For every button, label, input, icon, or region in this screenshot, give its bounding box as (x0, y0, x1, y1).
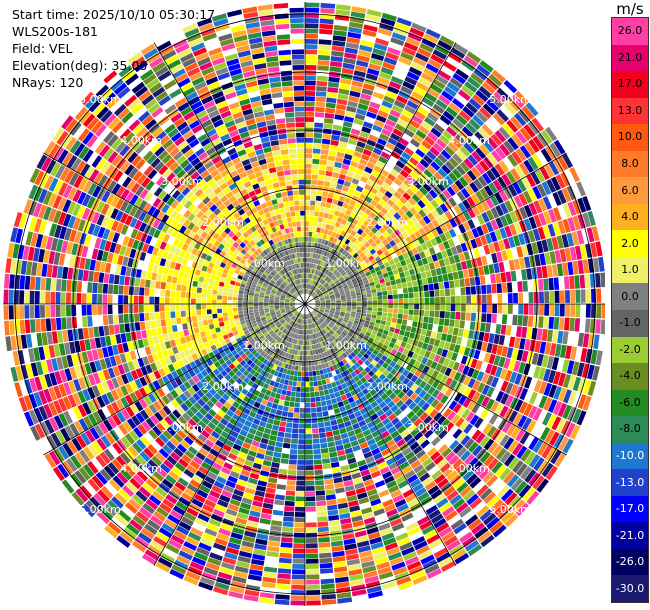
colorbar-segment (612, 575, 648, 603)
range-ring-label: 1.00km (325, 339, 367, 352)
colorbar-segment (612, 548, 648, 576)
colorbar-tick-label: 17.0 (617, 77, 643, 91)
range-ring-label: 1.00km (325, 257, 367, 270)
range-ring-label: 3.00km (161, 175, 203, 188)
nrays-label: NRays: 120 (12, 75, 84, 90)
azimuth-spoke (153, 42, 457, 566)
colorbar-tick-label: -10.0 (615, 449, 645, 462)
range-ring-labels: 1.00km 1.00km 1.00km 1.00km 2.00km 2.00km 2.00… (79, 93, 531, 516)
colorbar-segment (612, 442, 648, 470)
colorbar-segment (612, 203, 648, 231)
colorbar-tick-label: -6.0 (619, 395, 641, 409)
colorbar-segment (612, 310, 648, 338)
colorbar-segment (612, 336, 648, 364)
range-ring-label: 5.00km (489, 503, 531, 516)
colorbar-tick-label: -30.0 (615, 581, 645, 595)
elevation-label: Elevation(deg): 35.00 (12, 58, 148, 73)
field-label: Field: VEL (12, 41, 73, 56)
colorbar-tick-label: 26.0 (617, 24, 643, 38)
colorbar-tick-label: 2.0 (621, 236, 639, 250)
colorbar-segment (612, 124, 648, 152)
range-ring-label: 2.00km (202, 380, 244, 393)
start-time-label: Start time: 2025/10/10 05:30:17 (12, 7, 216, 22)
velocity-bin-group (10, 4, 580, 601)
range-ring-label: 2.00km (366, 380, 408, 393)
colorbar-tick-label: -2.0 (619, 342, 641, 356)
colorbar-segment (612, 150, 648, 178)
azimuth-spokes (3, 2, 605, 606)
range-ring-label: 5.00km (79, 93, 121, 106)
colorbar-tick-label: 10.0 (617, 130, 643, 144)
range-ring-label: 5.00km (79, 503, 121, 516)
range-ring-label: 4.00km (120, 462, 162, 475)
site-label: WLS200s-181 (12, 24, 98, 39)
colorbar-segment (612, 71, 648, 99)
colorbar-segment (612, 97, 648, 125)
range-ring-label: 5.00km (489, 93, 531, 106)
colorbar-tick-label: -1.0 (619, 316, 641, 330)
range-ring-label: 4.00km (448, 134, 490, 147)
range-ring-label: 3.00km (407, 421, 449, 434)
velocity-bin-group (25, 16, 602, 599)
velocity-bin-group (15, 7, 597, 599)
range-ring-label: 4.00km (120, 134, 162, 147)
colorbar-segment (612, 18, 648, 46)
colorbar-segment (612, 495, 648, 523)
colorbar-segment (612, 522, 648, 550)
colorbar-unit: m/s (616, 0, 644, 18)
colorbar-segment (612, 177, 648, 205)
colorbar-tick-label: 4.0 (621, 210, 639, 224)
colorbar-tick-label: -26.0 (615, 555, 645, 569)
velocity-field-wedges (3, 2, 605, 606)
range-ring-label: 3.00km (161, 421, 203, 434)
colorbar-segment (612, 416, 648, 444)
velocity-bin-group (28, 16, 605, 586)
velocity-bin-group (3, 8, 601, 602)
range-ring-label: 1.00km (243, 257, 285, 270)
ppi-radar-plot: 1.00km 1.00km 1.00km 1.00km 2.00km 2.00km 2.00… (3, 2, 605, 606)
colorbar: 26.0 21.0 17.0 13.0 10.0 8.0 6.0 4.0 2.0 1.0 0.0 -1… (611, 17, 649, 603)
colorbar-segment (612, 363, 648, 391)
colorbar-tick-label: 21.0 (617, 50, 643, 64)
colorbar-segment (612, 469, 648, 497)
colorbar-tick-label: 0.0 (621, 289, 639, 303)
colorbar-tick-label: -4.0 (619, 369, 641, 383)
colorbar-segment (612, 283, 648, 311)
colorbar-tick-label: -13.0 (615, 475, 645, 489)
colorbar-tick-label: -8.0 (619, 422, 641, 436)
colorbar-tick-label: -17.0 (615, 502, 645, 516)
range-ring-label: 4.00km (448, 462, 490, 475)
range-ring-label: 3.00km (407, 175, 449, 188)
range-ring-label: 2.00km (366, 216, 408, 229)
colorbar-tick-label: 1.0 (621, 263, 639, 277)
colorbar-tick-label: 8.0 (621, 157, 639, 170)
colorbar-tick-label: 6.0 (621, 183, 639, 197)
colorbar-tick-label: 13.0 (617, 103, 643, 117)
colorbar-tick-label: -21.0 (615, 528, 645, 542)
range-ring-label: 2.00km (202, 216, 244, 229)
scan-info: Start time: 2025/10/10 05:30:17 WLS200s-… (12, 6, 215, 91)
range-ring-label: 1.00km (243, 339, 285, 352)
colorbar-segment (612, 389, 648, 417)
colorbar-segment (612, 256, 648, 284)
colorbar-segment (612, 230, 648, 258)
colorbar-segment (612, 44, 648, 72)
